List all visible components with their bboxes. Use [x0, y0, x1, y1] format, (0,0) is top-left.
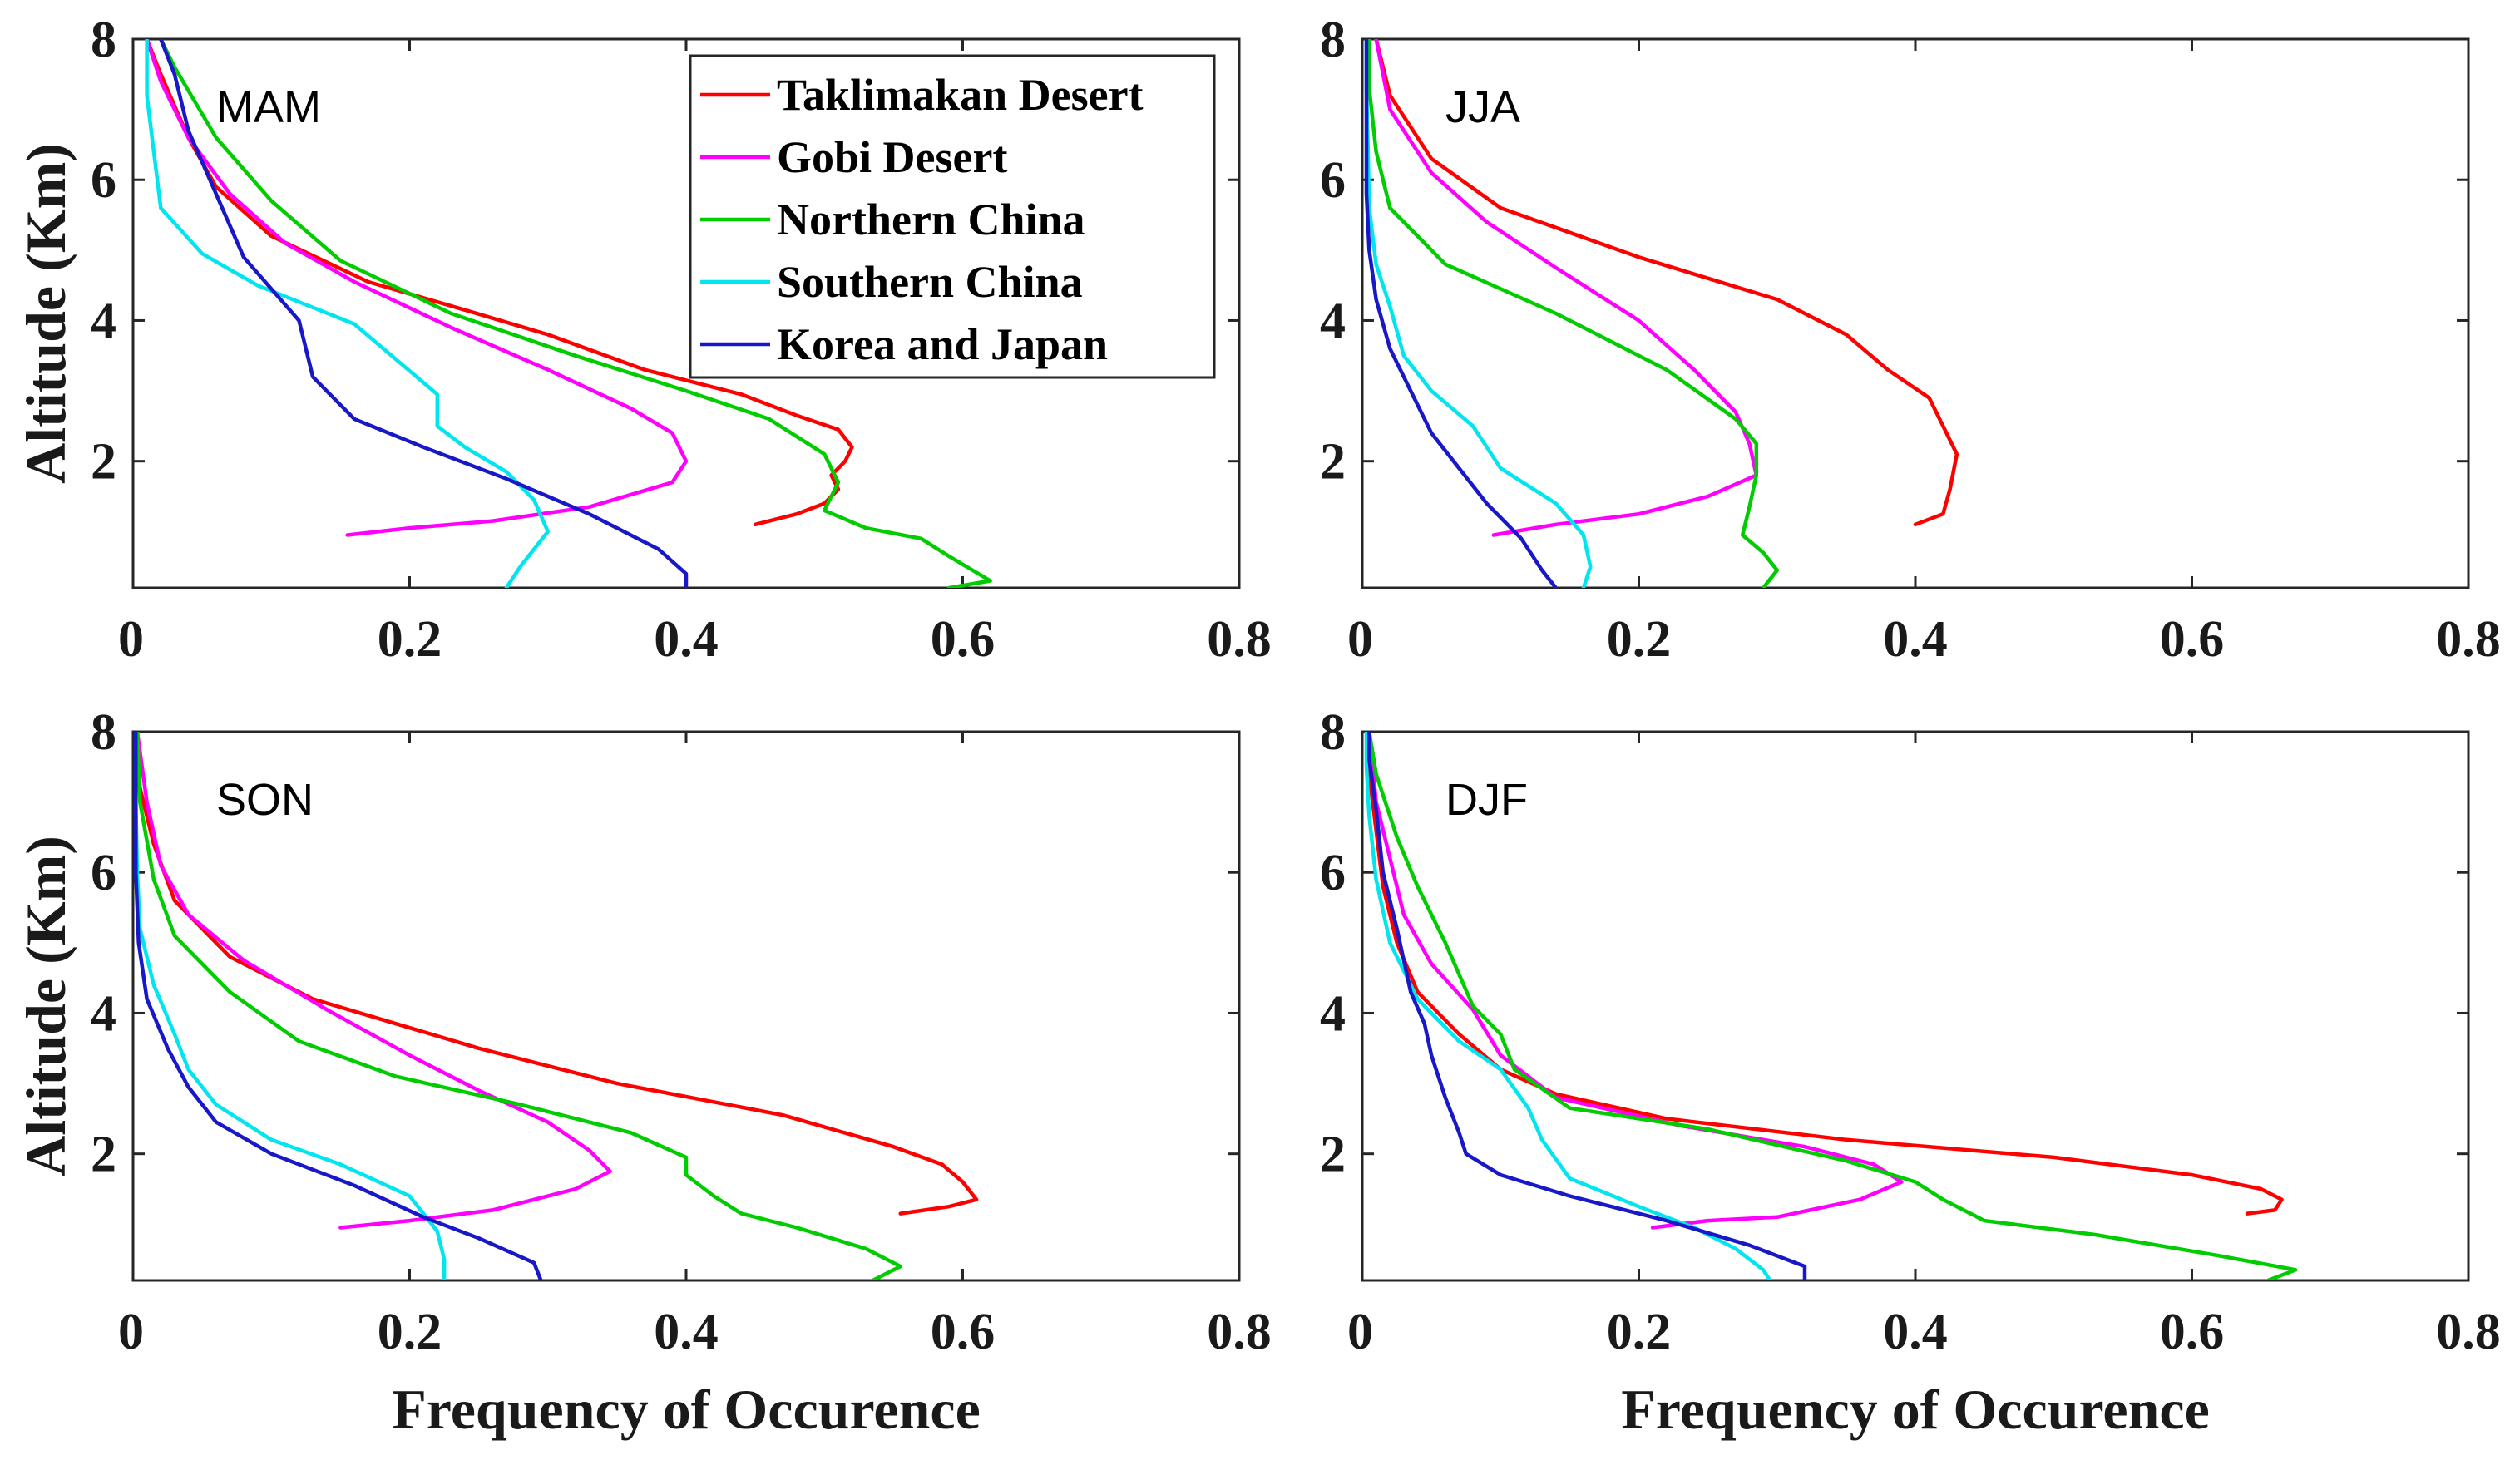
x-tick-label: 0.6 [931, 611, 996, 668]
x-tick-label: 0.2 [1607, 1304, 1672, 1360]
x-tick-label: 0 [1347, 611, 1373, 668]
series-line-gobi-desert [1374, 39, 1759, 537]
y-tick-label: 2 [1320, 1127, 1346, 1183]
x-tick-label: 0.4 [1883, 1304, 1948, 1360]
series-line-southern-china [145, 39, 551, 588]
series-line-northern-china [159, 39, 992, 588]
y-tick-label: 8 [91, 12, 116, 68]
season-label: DJF [1445, 775, 1528, 825]
x-tick-label: 0.2 [378, 1304, 442, 1360]
x-tick-label: 0.8 [2436, 611, 2501, 668]
x-tick-label: 0 [118, 611, 144, 668]
x-axis-label: Frequency of Occurence [392, 1378, 981, 1441]
y-tick-label: 2 [1320, 434, 1346, 491]
panel-jja: 0 0.2 0.4 0.6 0.8 2 4 6 8 JJA [1320, 12, 2501, 668]
season-label: SON [216, 775, 314, 825]
y-tick-label: 8 [1320, 704, 1346, 761]
series-line-northern-china [1367, 732, 2298, 1280]
panel-son: 0 0.2 0.4 0.6 0.8 2 4 6 8 SON Altitude (Km) Frequen… [14, 704, 1272, 1441]
y-tick-label: 2 [91, 434, 116, 491]
plot-frame [1361, 730, 2470, 1282]
season-label: MAM [216, 82, 321, 132]
series-line-korea-and-japan [159, 39, 689, 588]
y-tick-label: 6 [91, 845, 116, 901]
season-label: JJA [1445, 82, 1520, 132]
x-tick-label: 0.8 [1207, 1304, 1272, 1360]
x-tick-label: 0.2 [1607, 611, 1672, 668]
y-tick-label: 6 [91, 152, 116, 209]
series-group [1364, 732, 2298, 1280]
y-tick-label: 4 [91, 985, 116, 1042]
series-line-northern-china [135, 732, 902, 1280]
series-line-southern-china [1364, 732, 1772, 1280]
series-group [145, 39, 992, 588]
y-tick-label: 4 [91, 293, 116, 349]
plot-frame [1361, 37, 2470, 589]
x-tick-label: 0.8 [1207, 611, 1272, 668]
x-axis-label: Frequency of Occurence [1621, 1378, 2210, 1441]
x-tick-label: 0.4 [654, 611, 719, 668]
x-tick-label: 0.4 [654, 1304, 719, 1360]
series-line-taklimakan-desert [1374, 39, 1959, 527]
x-tick-label: 0.4 [1883, 611, 1948, 668]
series-line-korea-and-japan [134, 732, 543, 1280]
y-tick-label: 8 [1320, 12, 1346, 68]
y-tick-label: 2 [91, 1127, 116, 1183]
y-axis-label: Altitude (Km) [14, 143, 77, 484]
y-axis-label: Altitude (Km) [14, 836, 77, 1176]
series-line-taklimakan-desert [145, 39, 854, 527]
series-line-gobi-desert [135, 732, 612, 1230]
legend-item: Gobi Desert [777, 132, 1007, 182]
x-tick-label: 0 [1347, 1304, 1373, 1360]
legend-item: Taklimakan Desert [777, 70, 1144, 120]
series-group [1364, 39, 1959, 588]
legend-item: Southern China [777, 257, 1083, 307]
series-line-korea-and-japan [1364, 39, 1559, 588]
legend-item: Northern China [777, 195, 1085, 244]
x-tick-label: 0.6 [2160, 611, 2225, 668]
y-tick-label: 6 [1320, 152, 1346, 209]
legend-item: Korea and Japan [777, 319, 1108, 369]
y-tick-label: 4 [1320, 293, 1346, 349]
x-tick-label: 0.6 [931, 1304, 996, 1360]
series-line-gobi-desert [1367, 732, 1904, 1230]
panel-mam: 0 0.2 0.4 0.6 0.8 2 4 6 8 MAM Altitude (Km) Taklima… [14, 12, 1272, 668]
x-tick-label: 0.6 [2160, 1304, 2225, 1360]
legend: Taklimakan Desert Gobi Desert Northern Chi… [689, 54, 1216, 379]
x-tick-label: 0.2 [378, 611, 442, 668]
x-tick-label: 0.8 [2436, 1304, 2501, 1360]
panel-djf: 0 0.2 0.4 0.6 0.8 2 4 6 8 DJF Frequency of Occuren… [1320, 704, 2501, 1441]
series-line-northern-china [1367, 39, 1780, 588]
y-tick-label: 8 [91, 704, 116, 761]
x-tick-label: 0 [118, 1304, 144, 1360]
legend-box [689, 54, 1216, 379]
y-tick-label: 4 [1320, 985, 1346, 1042]
series-line-korea-and-japan [1367, 732, 1807, 1280]
y-tick-label: 6 [1320, 845, 1346, 901]
series-group [134, 732, 979, 1280]
